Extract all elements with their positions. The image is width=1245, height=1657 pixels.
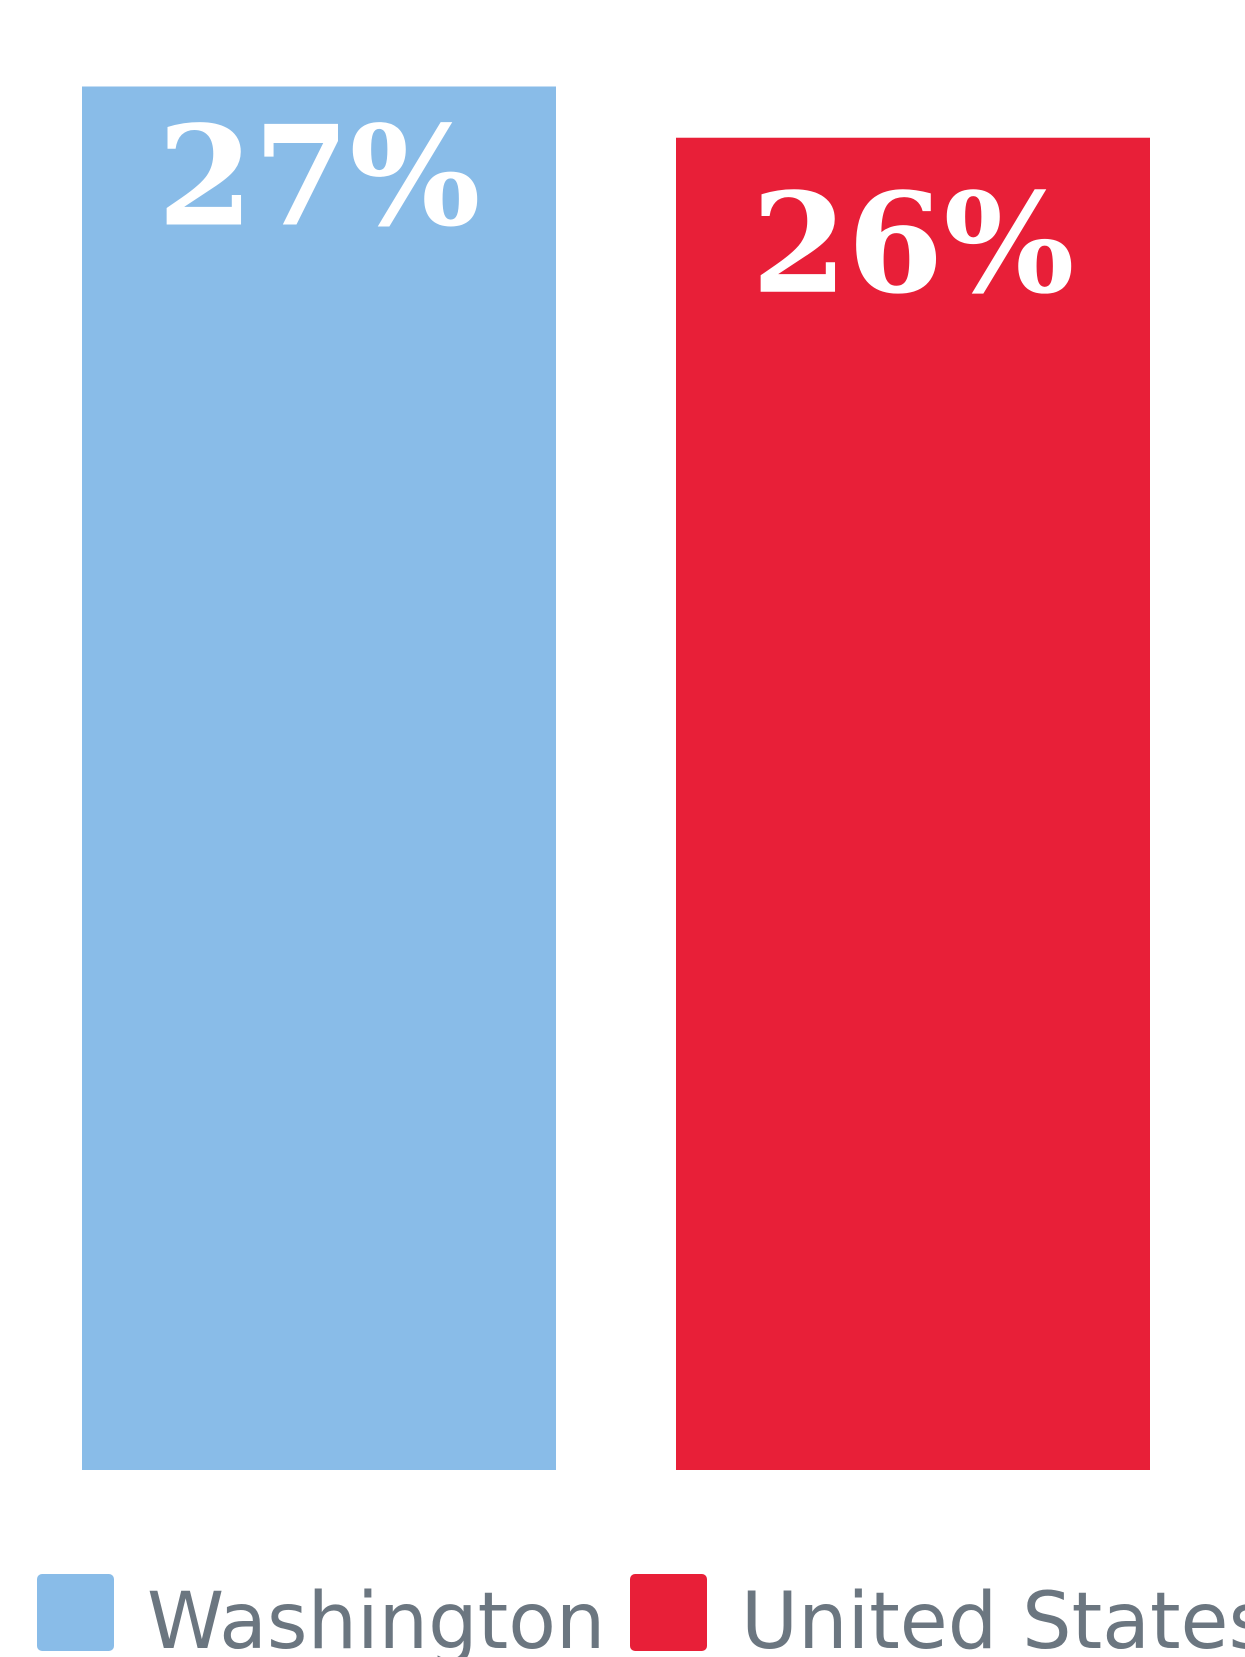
legend-label-united-states: United States: [741, 1577, 1245, 1657]
bar-value-label-united-states: 26%: [751, 162, 1074, 325]
legend-swatch-united-states: [630, 1574, 707, 1651]
legend-label-washington: Washington: [147, 1577, 605, 1657]
bars-group: 27% 26%: [82, 86, 1150, 1471]
bar-united-states: [676, 137, 1150, 1471]
legend: Washington United States: [37, 1574, 1245, 1657]
legend-swatch-washington: [37, 1574, 114, 1651]
bar-washington: [82, 86, 556, 1470]
bar-value-label-washington: 27%: [157, 94, 480, 257]
